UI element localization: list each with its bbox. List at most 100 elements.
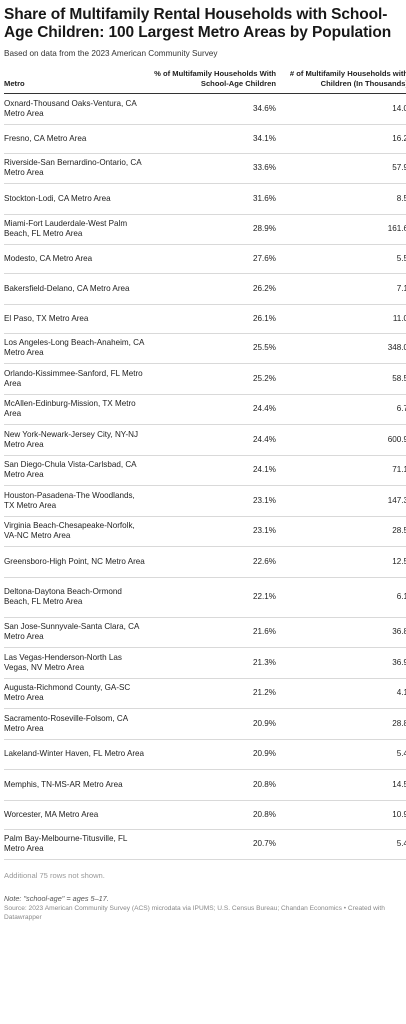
- percent-cell: 20.9%: [149, 708, 279, 740]
- metro-cell: Los Angeles-Long Beach-Anaheim, CA Metro…: [4, 333, 149, 365]
- metro-cell: Greensboro-High Point, NC Metro Area: [4, 546, 149, 578]
- percent-cell: 33.6%: [149, 153, 279, 185]
- table-row: Lakeland-Winter Haven, FL Metro Area 20.9…: [4, 739, 406, 771]
- count-cell: 348.0: [279, 333, 406, 365]
- table-row: Stockton-Lodi, CA Metro Area 31.6% 8.5: [4, 183, 406, 215]
- table-row: Sacramento-Roseville-Folsom, CA Metro Ar…: [4, 708, 406, 740]
- percent-cell: 23.1%: [149, 516, 279, 548]
- count-cell: 36.9: [279, 647, 406, 679]
- table-row: Greensboro-High Point, NC Metro Area 22.6…: [4, 546, 406, 578]
- percent-cell: 20.8%: [149, 800, 279, 830]
- count-cell: 4.1: [279, 678, 406, 710]
- table-row: Augusta-Richmond County, GA-SC Metro Are…: [4, 678, 406, 710]
- metro-cell: Virginia Beach-Chesapeake-Norfolk, VA-NC…: [4, 516, 149, 548]
- percent-cell: 25.5%: [149, 333, 279, 365]
- percent-cell: 22.1%: [149, 577, 279, 618]
- metro-cell: Fresno, CA Metro Area: [4, 124, 149, 154]
- count-cell: 36.8: [279, 617, 406, 649]
- percent-cell: 20.9%: [149, 739, 279, 771]
- metro-cell: Palm Bay-Melbourne-Titusville, FL Metro …: [4, 829, 149, 861]
- count-cell: 28.8: [279, 708, 406, 740]
- table-row: Virginia Beach-Chesapeake-Norfolk, VA-NC…: [4, 516, 406, 548]
- table-row: Memphis, TN-MS-AR Metro Area 20.8% 14.5: [4, 769, 406, 801]
- count-cell: 7.1: [279, 273, 406, 305]
- table-row: McAllen-Edinburg-Mission, TX Metro Area 2…: [4, 394, 406, 426]
- percent-cell: 24.4%: [149, 394, 279, 426]
- count-cell: 58.5: [279, 363, 406, 395]
- table-row: Bakersfield-Delano, CA Metro Area 26.2% 7.…: [4, 273, 406, 305]
- table-row: Miami-Fort Lauderdale-West Palm Beach, F…: [4, 214, 406, 246]
- table-row: Riverside-San Bernardino-Ontario, CA Met…: [4, 153, 406, 185]
- metro-cell: El Paso, TX Metro Area: [4, 304, 149, 334]
- table-header-row: Metro % of Multifamily Households With S…: [4, 69, 406, 95]
- percent-cell: 34.1%: [149, 124, 279, 154]
- metro-cell: Augusta-Richmond County, GA-SC Metro Are…: [4, 678, 149, 710]
- count-cell: 12.5: [279, 546, 406, 578]
- table-row: Fresno, CA Metro Area 34.1% 16.2: [4, 124, 406, 154]
- metro-cell: New York-Newark-Jersey City, NY-NJ Metro…: [4, 424, 149, 456]
- metro-cell: Modesto, CA Metro Area: [4, 244, 149, 275]
- table-row: Palm Bay-Melbourne-Titusville, FL Metro …: [4, 829, 406, 861]
- footnote: Note: "school-age" = ages 5–17.: [4, 894, 109, 904]
- chart-subtitle: Based on data from the 2023 American Com…: [4, 49, 218, 58]
- percent-cell: 23.1%: [149, 485, 279, 517]
- percent-cell: 24.1%: [149, 455, 279, 487]
- count-cell: 8.5: [279, 183, 406, 215]
- metro-cell: McAllen-Edinburg-Mission, TX Metro Area: [4, 394, 149, 426]
- metro-cell: Stockton-Lodi, CA Metro Area: [4, 183, 149, 215]
- column-header-metro[interactable]: Metro: [4, 69, 149, 95]
- count-cell: 14.5: [279, 769, 406, 801]
- chart-title: Share of Multifamily Rental Households w…: [4, 6, 392, 41]
- metro-cell: San Diego-Chula Vista-Carlsbad, CA Metro…: [4, 455, 149, 487]
- count-cell: 6.1: [279, 577, 406, 618]
- table-row: San Diego-Chula Vista-Carlsbad, CA Metro…: [4, 455, 406, 487]
- count-cell: 6.7: [279, 394, 406, 426]
- percent-cell: 28.9%: [149, 214, 279, 246]
- percent-cell: 21.3%: [149, 647, 279, 679]
- percent-cell: 31.6%: [149, 183, 279, 215]
- source-line: Source: 2023 American Community Survey (…: [4, 905, 385, 921]
- chart-container: Share of Multifamily Rental Households w…: [4, 6, 406, 921]
- metro-cell: Miami-Fort Lauderdale-West Palm Beach, F…: [4, 214, 149, 246]
- count-cell: 161.6: [279, 214, 406, 246]
- metro-cell: Oxnard-Thousand Oaks-Ventura, CA Metro A…: [4, 93, 149, 125]
- table-row: Deltona-Daytona Beach-Ormond Beach, FL M…: [4, 577, 406, 618]
- metro-cell: Lakeland-Winter Haven, FL Metro Area: [4, 739, 149, 771]
- count-cell: 147.3: [279, 485, 406, 517]
- count-cell: 11.0: [279, 304, 406, 334]
- metro-cell: Memphis, TN-MS-AR Metro Area: [4, 769, 149, 801]
- count-cell: 5.4: [279, 739, 406, 771]
- table-row: New York-Newark-Jersey City, NY-NJ Metro…: [4, 424, 406, 456]
- table-row: Worcester, MA Metro Area 20.8% 10.9: [4, 800, 406, 830]
- count-cell: 10.9: [279, 800, 406, 830]
- count-cell: 28.5: [279, 516, 406, 548]
- table-row: San Jose-Sunnyvale-Santa Clara, CA Metro…: [4, 617, 406, 649]
- count-cell: 16.2: [279, 124, 406, 154]
- metro-cell: Houston-Pasadena-The Woodlands, TX Metro…: [4, 485, 149, 517]
- percent-cell: 20.8%: [149, 769, 279, 801]
- table-row: El Paso, TX Metro Area 26.1% 11.0: [4, 304, 406, 334]
- metro-cell: San Jose-Sunnyvale-Santa Clara, CA Metro…: [4, 617, 149, 649]
- column-header-count[interactable]: # of Multifamily Households with Childre…: [279, 69, 406, 95]
- table-row: Oxnard-Thousand Oaks-Ventura, CA Metro A…: [4, 93, 406, 125]
- column-header-percent[interactable]: % of Multifamily Households With School-…: [149, 69, 279, 95]
- count-cell: 5.5: [279, 244, 406, 275]
- more-rows-note: Additional 75 rows not shown.: [4, 871, 105, 881]
- percent-cell: 21.2%: [149, 678, 279, 710]
- percent-cell: 20.7%: [149, 829, 279, 861]
- metro-cell: Worcester, MA Metro Area: [4, 800, 149, 830]
- table-row: Modesto, CA Metro Area 27.6% 5.5: [4, 244, 406, 275]
- percent-cell: 24.4%: [149, 424, 279, 456]
- count-cell: 5.4: [279, 829, 406, 861]
- metro-cell: Bakersfield-Delano, CA Metro Area: [4, 273, 149, 305]
- table-row: Houston-Pasadena-The Woodlands, TX Metro…: [4, 485, 406, 517]
- metro-cell: Sacramento-Roseville-Folsom, CA Metro Ar…: [4, 708, 149, 740]
- percent-cell: 25.2%: [149, 363, 279, 395]
- percent-cell: 34.6%: [149, 93, 279, 125]
- metro-cell: Las Vegas-Henderson-North Las Vegas, NV …: [4, 647, 149, 679]
- count-cell: 57.9: [279, 153, 406, 185]
- count-cell: 14.0: [279, 93, 406, 125]
- table-row: Orlando-Kissimmee-Sanford, FL Metro Area…: [4, 363, 406, 395]
- count-cell: 71.1: [279, 455, 406, 487]
- percent-cell: 22.6%: [149, 546, 279, 578]
